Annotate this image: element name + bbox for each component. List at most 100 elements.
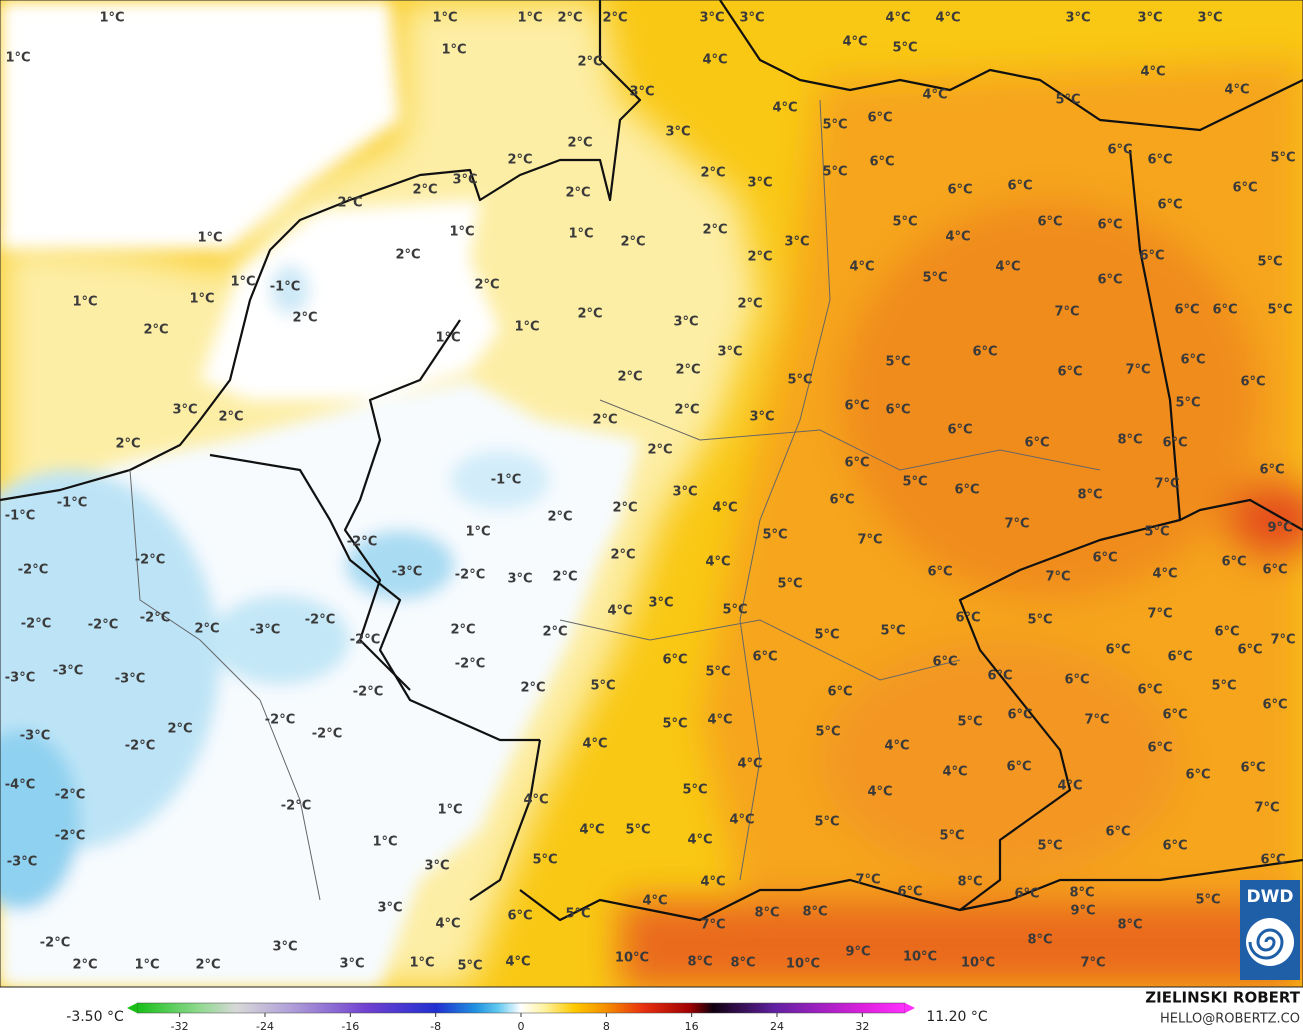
temperature-label: 4°C xyxy=(1140,65,1165,80)
temperature-label: 4°C xyxy=(1057,779,1082,794)
temperature-label: 5°C xyxy=(705,665,730,680)
temperature-label: 4°C xyxy=(582,737,607,752)
temperature-label: 5°C xyxy=(762,528,787,543)
temperature-label: 2°C xyxy=(143,323,168,338)
temperature-label: 5°C xyxy=(880,624,905,639)
temperature-label: 6°C xyxy=(1147,153,1172,168)
temperature-label: -2°C xyxy=(347,535,377,550)
colorbar-tick-label: 8 xyxy=(603,1020,610,1033)
temperature-label: 10°C xyxy=(903,950,937,965)
temperature-label: 8°C xyxy=(754,906,779,921)
logo-swirl xyxy=(1248,928,1284,960)
temperature-label: 6°C xyxy=(954,483,979,498)
temperature-label: 5°C xyxy=(722,603,747,618)
temperature-label: 3°C xyxy=(672,485,697,500)
temperature-label: 2°C xyxy=(675,363,700,378)
temperature-label: 2°C xyxy=(194,622,219,637)
temperature-label: 4°C xyxy=(737,757,762,772)
temperature-label: 3°C xyxy=(507,572,532,587)
temperature-label: 6°C xyxy=(1260,853,1285,868)
temperature-label: 5°C xyxy=(885,355,910,370)
temperature-label: 5°C xyxy=(1027,613,1052,628)
temperature-label: 5°C xyxy=(1144,525,1169,540)
temperature-label: 3°C xyxy=(377,901,402,916)
temperature-label: 5°C xyxy=(902,475,927,490)
temperature-label: 8°C xyxy=(1077,488,1102,503)
temperature-label: 2°C xyxy=(702,223,727,238)
temperature-label: 6°C xyxy=(1007,708,1032,723)
temperature-label: 3°C xyxy=(739,11,764,26)
temperature-label: 4°C xyxy=(842,35,867,50)
temperature-label: 1°C xyxy=(568,227,593,242)
temperature-label: 2°C xyxy=(592,413,617,428)
temperature-label: 6°C xyxy=(1007,179,1032,194)
temperature-label: 7°C xyxy=(1270,633,1295,648)
logo-text: DWD xyxy=(1247,887,1294,907)
temperature-label: 4°C xyxy=(922,88,947,103)
max-value: 11.20 °C xyxy=(926,1009,988,1025)
temperature-label: 5°C xyxy=(625,823,650,838)
map-frame xyxy=(0,0,1303,988)
temperature-label: 2°C xyxy=(610,548,635,563)
temperature-label: 8°C xyxy=(957,875,982,890)
temperature-label: 6°C xyxy=(1240,375,1265,390)
temperature-label: -1°C xyxy=(491,473,521,488)
temperature-label: 6°C xyxy=(1221,555,1246,570)
temperature-label: -2°C xyxy=(140,611,170,626)
temperature-label: 2°C xyxy=(620,235,645,250)
temperature-label: 7°C xyxy=(857,533,882,548)
temperature-label: -2°C xyxy=(305,613,335,628)
temperature-label: 7°C xyxy=(1254,801,1279,816)
temperature-label: 4°C xyxy=(885,11,910,26)
dwd-logo: DWD xyxy=(1240,880,1300,980)
temperature-label: 3°C xyxy=(424,859,449,874)
temperature-label: 2°C xyxy=(547,510,572,525)
temperature-label: 2°C xyxy=(542,625,567,640)
temperature-label: 8°C xyxy=(1117,918,1142,933)
temperature-label: 6°C xyxy=(1037,215,1062,230)
temperature-label: 2°C xyxy=(567,136,592,151)
temperature-label: 2°C xyxy=(507,153,532,168)
temperature-label: 4°C xyxy=(705,555,730,570)
temperature-label: 6°C xyxy=(844,399,869,414)
temperature-label: 2°C xyxy=(612,501,637,516)
temperature-label: 5°C xyxy=(814,815,839,830)
temperature-label: 5°C xyxy=(892,215,917,230)
temperature-label: -2°C xyxy=(88,618,118,633)
temperature-label: 6°C xyxy=(1212,303,1237,318)
temperature-label: 4°C xyxy=(702,53,727,68)
temperature-label: 5°C xyxy=(1195,893,1220,908)
temperature-label: 6°C xyxy=(897,885,922,900)
temperature-label: 2°C xyxy=(218,410,243,425)
temperature-label: -2°C xyxy=(40,936,70,951)
temperature-label: 6°C xyxy=(1180,353,1205,368)
temperature-label: 2°C xyxy=(747,250,772,265)
temperature-label: 1°C xyxy=(99,11,124,26)
cold-fields xyxy=(0,0,640,987)
temperature-label: 6°C xyxy=(1232,181,1257,196)
temperature-label: 1°C xyxy=(5,51,30,66)
temperature-label: 6°C xyxy=(507,909,532,924)
temperature-label: 5°C xyxy=(1037,839,1062,854)
temperature-label: 3°C xyxy=(172,403,197,418)
temperature-label: 5°C xyxy=(1270,151,1295,166)
temperature-label: -2°C xyxy=(18,563,48,578)
temperature-label: -2°C xyxy=(312,727,342,742)
temperature-label: -2°C xyxy=(135,553,165,568)
borders xyxy=(0,0,1303,922)
temperature-label: 6°C xyxy=(662,653,687,668)
temperature-label: -2°C xyxy=(350,633,380,648)
temperature-label: 5°C xyxy=(565,907,590,922)
temperature-label: 3°C xyxy=(673,315,698,330)
temperature-label: 4°C xyxy=(995,260,1020,275)
temperature-label: 6°C xyxy=(885,403,910,418)
temperature-label: -2°C xyxy=(21,617,51,632)
temperature-label: 2°C xyxy=(602,11,627,26)
temperature-label: 1°C xyxy=(432,11,457,26)
temperature-label: 2°C xyxy=(674,403,699,418)
temperature-label: 6°C xyxy=(827,685,852,700)
colorbar-low-end xyxy=(127,1003,137,1013)
temperature-label: 3°C xyxy=(747,176,772,191)
temperature-label: 2°C xyxy=(337,196,362,211)
temperature-label: 6°C xyxy=(1262,698,1287,713)
